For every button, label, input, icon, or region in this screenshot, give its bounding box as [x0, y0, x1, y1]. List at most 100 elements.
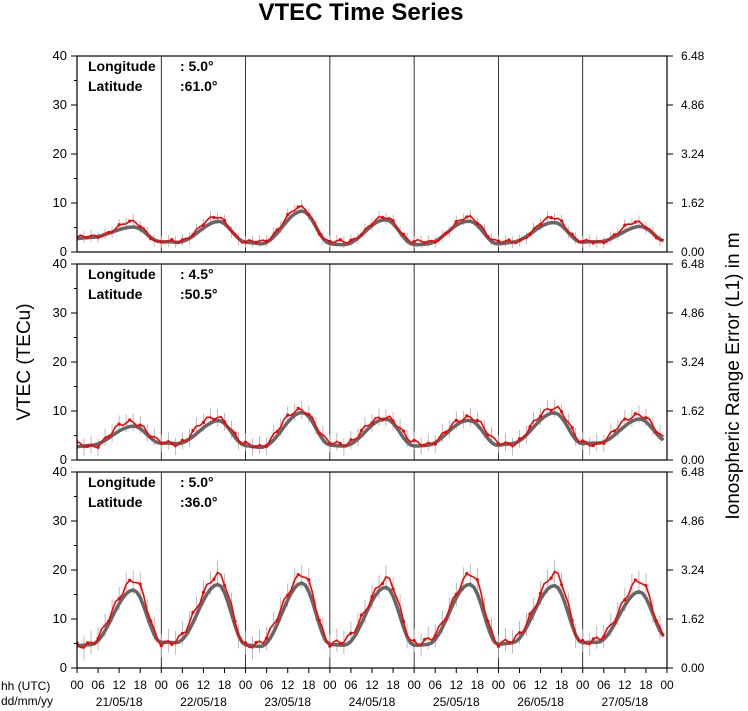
- measured-point: [528, 612, 532, 616]
- measured-point: [265, 636, 269, 640]
- measured-point: [412, 240, 416, 244]
- measured-point: [107, 435, 111, 439]
- y-tick-label: 0: [60, 452, 67, 467]
- longitude-value: : 4.5°: [180, 266, 214, 282]
- x-tick-label: 12: [450, 678, 464, 692]
- measured-point: [644, 416, 648, 420]
- measured-point: [538, 414, 543, 418]
- measured-point: [275, 429, 279, 434]
- measured-point: [243, 641, 248, 645]
- measured-point: [180, 238, 184, 242]
- measured-point: [149, 435, 153, 439]
- measured-point: [307, 412, 311, 417]
- x-tick-label: 00: [155, 678, 169, 692]
- measured-point: [465, 414, 469, 418]
- x-tick-label: 12: [112, 678, 126, 692]
- measured-point: [380, 418, 385, 422]
- measured-point: [370, 421, 374, 425]
- x-tick-label: 06: [260, 678, 274, 692]
- measured-point: [475, 418, 479, 423]
- measured-point: [402, 232, 406, 236]
- panel-3: 0 10 20 30 40 0.00 1.62 3.24 4.86 6.48 Longitude: …: [53, 464, 705, 675]
- measured-point: [307, 578, 311, 582]
- measured-point: [591, 443, 595, 448]
- x-tick-label: 12: [197, 678, 211, 692]
- x-tick-label: 06: [91, 678, 105, 692]
- measured-point: [412, 438, 416, 442]
- y-axis-label-right: Ionospheric Range Error (L1) in m: [723, 232, 744, 519]
- x-date-label: 25/05/18: [433, 695, 480, 709]
- y2-tick-label: 3.24: [681, 563, 705, 577]
- measured-point: [201, 420, 206, 425]
- measured-point: [433, 634, 437, 638]
- measured-point: [243, 440, 248, 444]
- x-tick-label: 06: [344, 678, 358, 692]
- measured-point: [444, 430, 448, 434]
- measured-point: [654, 236, 659, 240]
- measured-point: [423, 443, 427, 447]
- measured-point: [496, 442, 501, 446]
- y2-tick-label: 6.48: [681, 49, 705, 63]
- measured-point: [296, 205, 300, 209]
- reference-series-line: [77, 581, 665, 649]
- measured-point: [296, 406, 300, 410]
- x-tick-label: 00: [492, 678, 506, 692]
- measured-point: [517, 437, 522, 441]
- latitude-label: Latitude: [88, 286, 143, 302]
- measured-point: [275, 228, 279, 232]
- measured-point: [423, 637, 427, 642]
- measured-point: [549, 576, 553, 580]
- measured-point: [107, 230, 111, 235]
- x-tick-label: 18: [302, 678, 316, 692]
- measured-point: [591, 637, 595, 641]
- measured-point: [265, 239, 269, 243]
- measured-point: [222, 218, 227, 223]
- measured-point: [391, 587, 395, 591]
- x-date-label: 24/05/18: [349, 695, 396, 709]
- measured-point: [370, 223, 374, 227]
- longitude-label: Longitude: [88, 58, 156, 74]
- measured-point: [117, 422, 121, 426]
- measured-point: [338, 641, 342, 646]
- measured-point: [570, 426, 574, 430]
- measured-point: [496, 239, 501, 243]
- measured-point: [517, 631, 522, 635]
- x-tick-label: 12: [365, 678, 379, 692]
- longitude-value: : 5.0°: [180, 58, 214, 74]
- measured-point: [96, 636, 100, 641]
- measured-point: [570, 232, 574, 236]
- x-tick-label: 00: [239, 678, 253, 692]
- measured-point: [254, 240, 258, 245]
- measured-point: [138, 582, 142, 586]
- measured-point: [402, 619, 406, 624]
- measured-point: [243, 240, 248, 244]
- measured-point: [286, 212, 290, 217]
- measured-point: [265, 444, 269, 448]
- measured-point: [528, 425, 532, 429]
- y2-tick-label: 6.48: [681, 465, 705, 479]
- measured-point: [138, 225, 142, 229]
- measured-point: [254, 640, 258, 645]
- measured-point: [96, 235, 100, 239]
- measured-point: [402, 429, 406, 433]
- y-tick-label: 0: [60, 660, 67, 675]
- measured-point: [328, 644, 332, 648]
- measured-series-line: [77, 405, 664, 449]
- measured-point: [612, 429, 616, 433]
- y-tick-label: 10: [53, 403, 67, 418]
- measured-point: [633, 578, 637, 582]
- latitude-label: Latitude: [88, 494, 143, 510]
- measured-point: [560, 583, 564, 587]
- measured-point: [317, 232, 321, 236]
- measured-point: [433, 240, 437, 244]
- x-date-label: 22/05/18: [180, 695, 227, 709]
- measured-point: [159, 644, 163, 648]
- x-date-label: 23/05/18: [264, 695, 311, 709]
- measured-point: [233, 431, 237, 435]
- x-tick-label: 18: [386, 678, 400, 692]
- measured-point: [475, 578, 479, 582]
- x-tick-label: 06: [597, 678, 611, 692]
- longitude-value: : 5.0°: [180, 474, 214, 490]
- measured-point: [328, 441, 332, 446]
- panel-2: 0 10 20 30 40 0.00 1.62 3.24 4.86 6.48 Longitude: …: [53, 256, 705, 467]
